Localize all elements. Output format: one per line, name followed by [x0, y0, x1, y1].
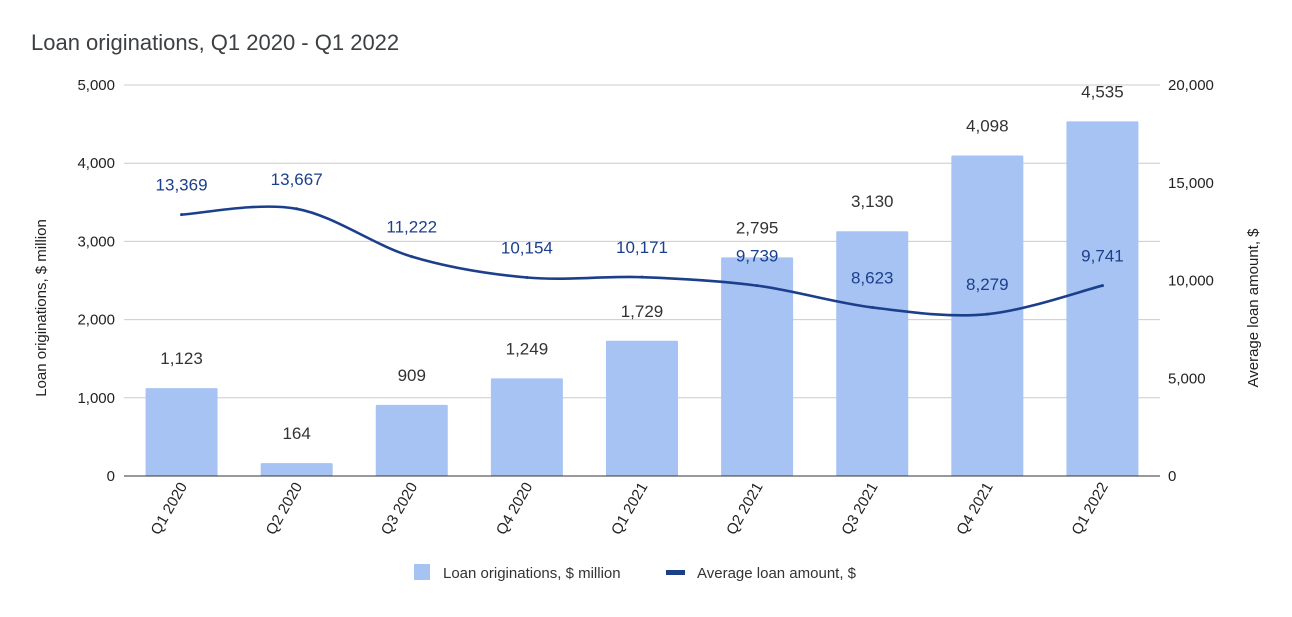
x-tick-label: Q3 2021 [838, 480, 881, 538]
legend: Loan originations, $ million Average loa… [414, 564, 857, 582]
bar [721, 257, 794, 476]
bar-value-label: 164 [282, 424, 310, 443]
x-tick-label: Q2 2021 [723, 480, 766, 538]
x-tick-label: Q4 2020 [493, 480, 536, 538]
bar [1066, 121, 1139, 476]
x-tick-label: Q1 2022 [1068, 480, 1111, 538]
bar [606, 340, 678, 476]
bar [836, 231, 909, 476]
x-tick-label: Q1 2021 [608, 480, 651, 538]
bar-value-label: 1,123 [160, 349, 203, 368]
bar-value-label: 909 [398, 366, 426, 385]
bar-value-label: 3,130 [851, 192, 894, 211]
bar [951, 155, 1024, 476]
line-value-label: 10,171 [616, 238, 668, 257]
line-point [180, 213, 184, 217]
line-value-label: 8,279 [966, 275, 1009, 294]
y-tick-label-right: 10,000 [1168, 273, 1214, 290]
bar-value-label: 2,795 [736, 218, 779, 237]
line-point [985, 312, 989, 316]
bar-series [145, 121, 1139, 476]
y-axis-title-right: Average loan amount, $ [1245, 228, 1262, 388]
line-point [525, 275, 529, 279]
y-tick-label-left: 2,000 [77, 312, 115, 329]
line-value-label: 9,741 [1081, 247, 1124, 266]
y-tick-label-left: 1,000 [77, 390, 115, 407]
bar [145, 388, 218, 476]
y-tick-label-left: 0 [107, 468, 115, 485]
line-value-label: 11,222 [386, 218, 437, 237]
line-value-label: 13,369 [156, 176, 208, 195]
bar-value-label: 4,535 [1081, 82, 1124, 101]
line-point [640, 275, 644, 279]
legend-swatch-bars [414, 564, 430, 580]
y-tick-label-left: 5,000 [77, 77, 115, 94]
x-tick-label: Q3 2020 [378, 480, 421, 538]
line-point [295, 207, 299, 211]
y-axis-title-left: Loan originations, $ million [33, 219, 50, 397]
bar [490, 378, 563, 476]
x-tick-label: Q1 2020 [148, 480, 191, 538]
y-tick-label-right: 20,000 [1168, 77, 1214, 94]
y-tick-label-left: 4,000 [77, 155, 115, 172]
y-tick-label-left: 3,000 [77, 233, 115, 250]
line-value-label: 13,667 [271, 170, 323, 189]
line-point [870, 305, 874, 309]
x-tick-label: Q2 2020 [263, 480, 306, 538]
bar-value-label: 1,249 [506, 339, 549, 358]
x-tick-label: Q4 2021 [953, 480, 996, 538]
bar-value-label: 4,098 [966, 117, 1009, 136]
line-value-label: 10,154 [501, 238, 553, 257]
bar-value-label: 1,729 [621, 302, 664, 321]
chart-title: Loan originations, Q1 2020 - Q1 2022 [31, 30, 399, 55]
legend-label-line: Average loan amount, $ [697, 565, 857, 582]
bar [375, 404, 448, 476]
line-series [180, 205, 1104, 317]
legend-swatch-line [666, 570, 685, 575]
y-tick-label-right: 0 [1168, 468, 1176, 485]
bar [260, 463, 333, 476]
line-value-label: 8,623 [851, 268, 894, 287]
line-point [755, 284, 759, 288]
y-tick-label-right: 15,000 [1168, 175, 1214, 192]
data-labels: 1,123 164 909 1,249 1,729 2,795 3,130 4,098 4,53… [156, 82, 1124, 443]
line-point [1100, 284, 1104, 288]
y-tick-label-right: 5,000 [1168, 370, 1206, 387]
legend-label-bars: Loan originations, $ million [443, 565, 621, 582]
line-point [410, 255, 414, 259]
line-value-label: 9,739 [736, 247, 779, 266]
